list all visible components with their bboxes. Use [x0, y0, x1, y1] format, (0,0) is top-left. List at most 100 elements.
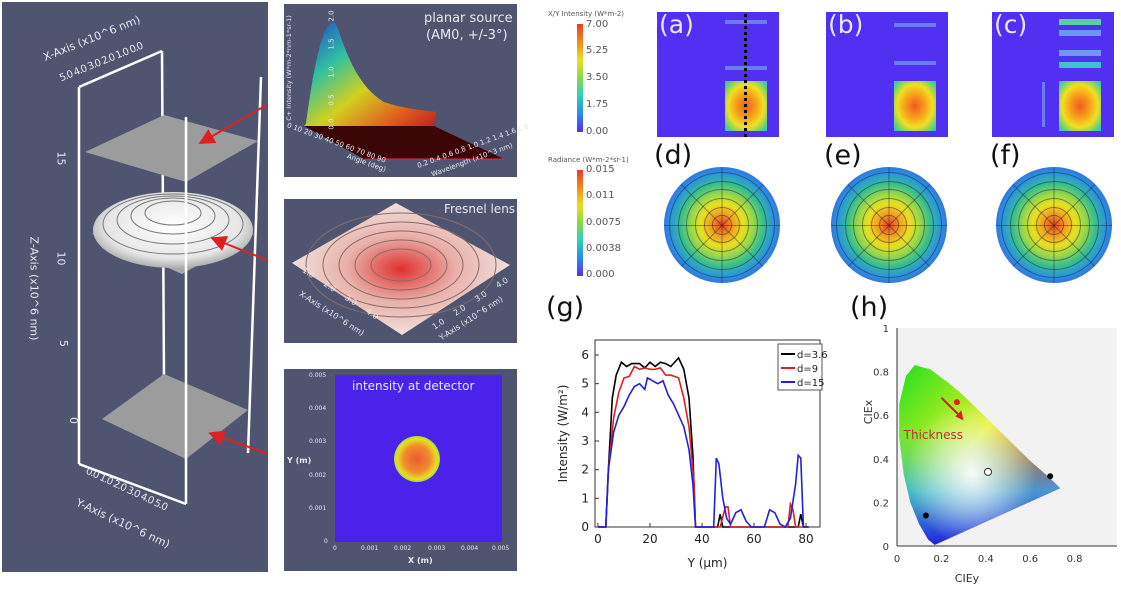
colorbar-tick: 0.000: [586, 269, 615, 280]
polar-radiance-d: [664, 167, 780, 283]
series-line-d=15: [598, 376, 809, 529]
colorbar-tick: 0.015: [586, 164, 615, 175]
cie-chart-h: 0 0.2 0.4 0.6 0.8 0 0.2 0.4 0.6 0.8 1 CIEy CIEx Thick…: [862, 324, 1117, 585]
panel-label-f: (f): [990, 140, 1021, 171]
colorbar-tick: 0.0075: [586, 217, 621, 228]
y-axis-label: CIEx: [862, 399, 875, 424]
arrows: [198, 103, 268, 455]
y-tick: 0.005: [309, 372, 327, 379]
fresnel-lens: [93, 192, 253, 268]
y-tick-label: 0: [883, 542, 889, 553]
z-tick: 5: [57, 340, 70, 347]
source-subtitle: (AM0, +/-3°): [426, 28, 508, 43]
y-tick: 0.001: [309, 505, 327, 512]
heatmap-b: (b): [826, 10, 948, 137]
panel-label-e: (e): [824, 140, 862, 171]
y-tick-label: 0: [581, 520, 589, 534]
panel-label-c: (c): [994, 10, 1028, 39]
z-tick: 0: [67, 417, 80, 424]
legend-label: d=3.6: [797, 350, 828, 361]
z-tick: 1.5: [327, 38, 336, 50]
heatmap-c: (c): [992, 10, 1114, 137]
polar-ring: [1000, 171, 1108, 279]
panel-label-b: (b): [828, 10, 864, 39]
z-tick: 10: [54, 251, 68, 266]
y-tick: 0: [324, 538, 328, 545]
detector-panel: intensity at detector Y (m) X (m) 0.005 …: [284, 369, 517, 571]
cie-point: [984, 467, 993, 476]
x-tick-label: 0: [594, 532, 602, 546]
fresnel-surface: [292, 203, 510, 335]
x-tick-label: 0.4: [978, 554, 994, 565]
detector-heatmap: [335, 375, 502, 542]
colorbar-tick: 5.25: [586, 45, 609, 56]
polar-ring: [835, 171, 943, 279]
detector-x-label: X (m): [408, 556, 433, 565]
y-tick-label: 3: [581, 434, 589, 448]
x-axis-label: CIEy: [955, 572, 980, 585]
detector-y-label: Y (m): [287, 456, 312, 465]
legend-label: d=15: [797, 378, 824, 389]
x-tick-label: 0.6: [1022, 554, 1038, 565]
y-tick: 0.003: [309, 438, 327, 445]
x-tick-label: 0: [894, 554, 900, 565]
spectrum-surface: [304, 22, 436, 126]
series-line-d=9: [598, 365, 809, 528]
fresnel-lens-panel: Fresnel lens 1.0 2.0 3.0 4.0 X-Axis (x10…: [284, 199, 517, 343]
z-tick: 0.0: [327, 118, 336, 130]
x-tick: 0.004: [461, 545, 479, 552]
radiance-colorbar: [577, 170, 583, 276]
z-tick: 0.5: [327, 94, 336, 106]
x-tick: 0.001: [361, 545, 379, 552]
detector-title: intensity at detector: [352, 379, 475, 393]
y-tick-label: 1: [581, 491, 589, 505]
x-tick: 0: [333, 545, 337, 552]
planar-source-panel: planar source (AM0, +/-3°) C+ Intensity …: [284, 4, 530, 178]
panel-label-g: (g): [546, 292, 585, 323]
polar-radiance-e: [831, 167, 947, 283]
x-tick-label: 40: [694, 532, 709, 546]
3d-scene: [77, 49, 268, 506]
lens-title: Fresnel lens: [444, 202, 516, 216]
colorbar-tick: 7.00: [586, 19, 609, 30]
polar-ring: [668, 171, 776, 279]
colorbar-tick: 0.011: [586, 190, 615, 201]
x-tick: 0.002: [394, 545, 412, 552]
polar-spoke: [996, 225, 1112, 226]
y-tick-label: 6: [581, 348, 589, 362]
colorbar-tick: 0.00: [586, 126, 609, 137]
y-tick-label: 0.2: [873, 498, 889, 509]
radiance-colorbar-title: Radiance (W*m-2*sr-1): [548, 156, 629, 164]
detector-plane: [102, 374, 248, 459]
y-tick-label: 0.8: [873, 368, 889, 379]
lens-rings: [102, 193, 244, 255]
line-profile-marker: [744, 14, 747, 137]
intensity-colorbar: [577, 24, 583, 132]
colorbar-tick: 0.0038: [586, 243, 621, 254]
cie-point: [1047, 473, 1054, 480]
heatmap-a: (a): [657, 10, 779, 137]
cie-point: [922, 512, 929, 519]
z-axis-title: Z-Axis (x10^6 nm): [27, 236, 41, 341]
x-tick-label: 60: [746, 532, 761, 546]
thickness-arrowhead: [955, 410, 964, 421]
z-tick: 15: [54, 151, 68, 166]
line-chart-g: 0 20 40 60 80 0 1 2 3 4 5 6 Y (μm) Intensity (W/m²) d=…: [556, 339, 828, 570]
x-tick-label: 20: [642, 532, 657, 546]
y-tick: 0.002: [309, 472, 327, 479]
x-tick-label: 80: [798, 532, 813, 546]
thickness-annotation: Thickness: [903, 428, 963, 442]
z-tick: 2.0: [327, 10, 336, 22]
y-tick-label: 1: [883, 324, 889, 335]
x-tick-label: 0.8: [1067, 554, 1083, 565]
source-title: planar source: [424, 11, 513, 26]
x-tick: 0.003: [428, 545, 446, 552]
y-tick-label: 5: [581, 377, 589, 391]
panel-label-d: (d): [654, 140, 693, 171]
y-tick: 0.004: [309, 405, 327, 412]
legend-label: d=9: [797, 364, 818, 375]
y-axis-label: Intensity (W/m²): [556, 385, 570, 483]
x-axis-label: Y (μm): [687, 556, 728, 570]
intensity-colorbar-title: X/Y Intensity (W*m-2): [548, 10, 625, 18]
z-tick: 1.0: [327, 66, 336, 78]
